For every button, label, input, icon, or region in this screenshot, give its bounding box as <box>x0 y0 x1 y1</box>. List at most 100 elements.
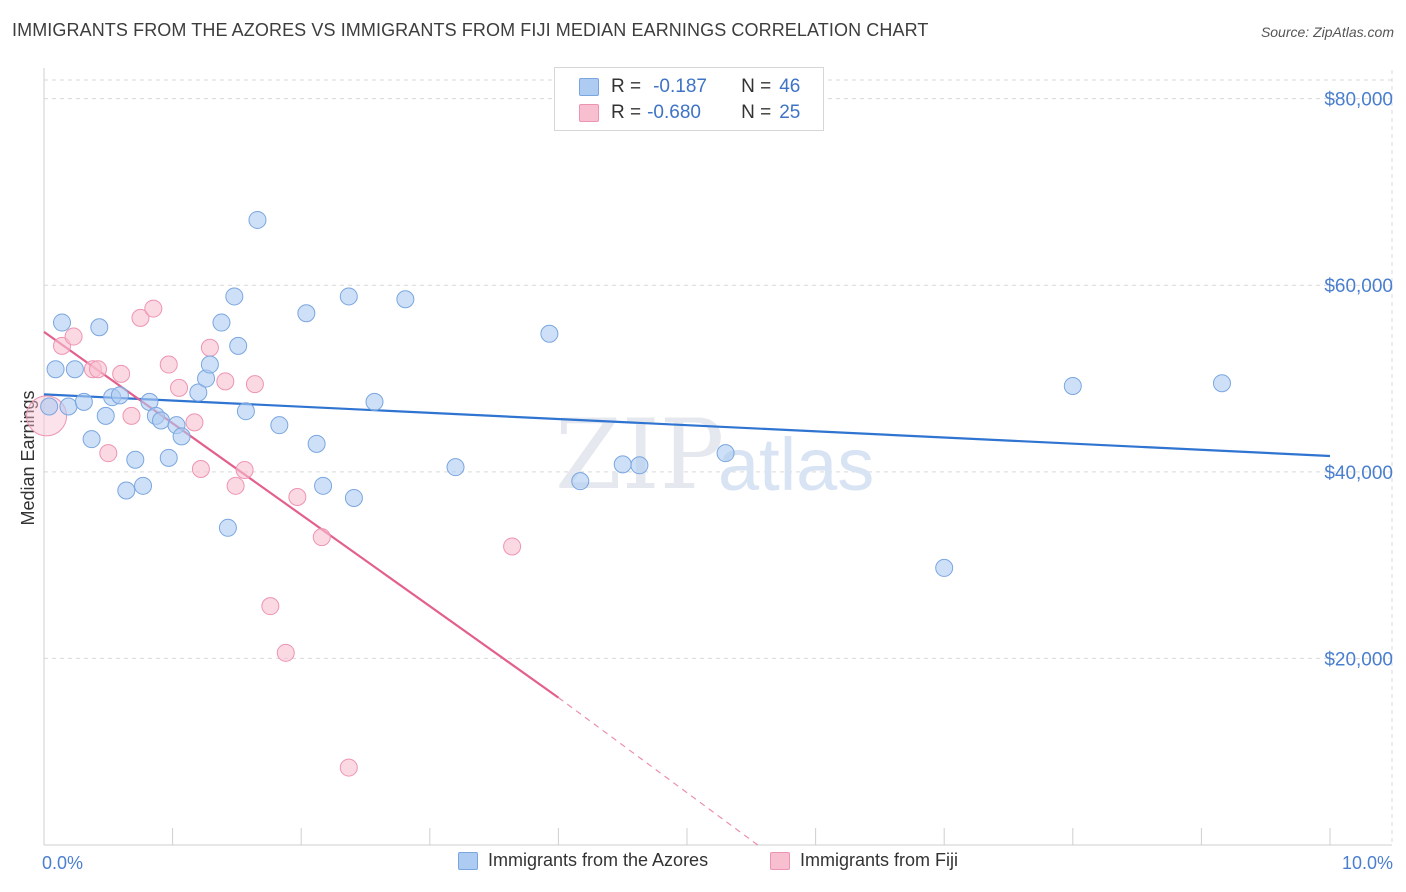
azores-point <box>200 355 219 374</box>
fiji-trend-line-extrapolated <box>558 697 759 846</box>
fiji-point <box>131 308 150 327</box>
azores-point <box>229 336 248 355</box>
fiji-r-label: R = <box>611 102 642 123</box>
azores-point <box>339 287 358 306</box>
legend-item-azores[interactable]: Immigrants from the Azores <box>458 850 708 871</box>
stats-box: R = -0.187 N = 46 R = -0.680 N = 25 <box>554 67 824 131</box>
fiji-point <box>503 537 522 556</box>
axes <box>43 68 1392 846</box>
azores-point <box>82 430 101 449</box>
x-tick-label-min: 0.0% <box>42 853 83 873</box>
azores-point <box>225 287 244 306</box>
azores-point <box>46 360 65 379</box>
stats-row-azores: R = -0.187 N = 46 <box>579 74 800 100</box>
legend: Immigrants from the Azores Immigrants fr… <box>0 850 1406 878</box>
legend-fiji-swatch <box>770 851 790 870</box>
azores-point <box>74 392 93 411</box>
fiji-point <box>159 355 178 374</box>
source-credit: Source: ZipAtlas.com <box>1260 24 1394 40</box>
fiji-point <box>89 360 108 379</box>
azores-point <box>96 406 115 425</box>
azores-point <box>212 313 231 332</box>
chart-title: IMMIGRANTS FROM THE AZORES VS IMMIGRANTS… <box>12 20 929 40</box>
azores-point <box>110 386 129 405</box>
azores-trend-line <box>43 393 1331 458</box>
azores-point <box>65 360 84 379</box>
y-tick-label: $20,000 <box>1324 649 1393 670</box>
grid-lines <box>44 70 1393 845</box>
azores-point <box>613 455 632 474</box>
fiji-trend-line <box>43 330 560 699</box>
azores-point <box>152 411 171 430</box>
azores-point <box>236 402 255 421</box>
azores-point <box>134 476 153 495</box>
azores-point <box>446 458 465 477</box>
azores-point <box>716 444 735 463</box>
azores-point <box>90 318 109 337</box>
fiji-n-value: 25 <box>779 102 801 123</box>
x-tick-label-max: 10.0% <box>1342 853 1393 873</box>
fiji-point <box>235 460 254 479</box>
fiji-n-label: N = <box>741 102 772 123</box>
y-tick-label: $60,000 <box>1324 276 1393 297</box>
fiji-point <box>170 378 189 397</box>
fiji-point <box>276 643 295 662</box>
fiji-point <box>339 758 358 777</box>
azores-r-value: -0.187 <box>653 76 707 97</box>
azores-r-label: R = <box>611 76 642 97</box>
azores-point <box>307 434 326 453</box>
azores-point <box>1212 374 1231 393</box>
y-axis-label: Median Earnings <box>18 390 38 525</box>
legend-azores-label: Immigrants from the Azores <box>488 850 709 870</box>
azores-point <box>172 427 191 446</box>
azores-point <box>314 476 333 495</box>
azores-point <box>270 416 289 435</box>
fiji-points <box>26 299 522 777</box>
fiji-point <box>200 338 219 357</box>
azores-point <box>248 210 267 229</box>
fiji-point <box>261 597 280 616</box>
fiji-point <box>112 364 131 383</box>
azores-point <box>571 472 590 491</box>
fiji-point <box>64 327 83 346</box>
fiji-point <box>144 299 163 318</box>
azores-point <box>365 392 384 411</box>
azores-point <box>630 456 649 475</box>
azores-n-label: N = <box>741 76 772 97</box>
azores-point <box>297 304 316 323</box>
legend-item-fiji[interactable]: Immigrants from Fiji <box>770 850 958 871</box>
azores-point <box>59 397 78 416</box>
y-tick-labels: $20,000 $40,000 $60,000 $80,000 <box>1324 90 1393 671</box>
azores-point <box>935 558 954 577</box>
azores-point <box>396 290 415 309</box>
fiji-point <box>312 528 331 547</box>
legend-fiji-label: Immigrants from Fiji <box>800 850 959 870</box>
fiji-point <box>288 488 307 507</box>
azores-n-value: 46 <box>779 76 801 97</box>
fiji-point <box>122 406 141 425</box>
azores-swatch <box>579 78 599 96</box>
watermark-atlas: atlas <box>718 423 874 506</box>
x-tick-labels: 0.0% 10.0% <box>42 853 1393 873</box>
legend-azores-swatch <box>458 851 478 870</box>
fiji-r-value: -0.680 <box>647 102 701 123</box>
azores-point <box>117 481 136 500</box>
azores-point <box>53 313 72 332</box>
azores-point <box>344 488 363 507</box>
fiji-point <box>191 460 210 479</box>
azores-point <box>1063 377 1082 395</box>
azores-point <box>540 324 559 343</box>
azores-point <box>218 518 237 537</box>
fiji-point <box>245 375 264 394</box>
azores-points <box>40 210 1231 577</box>
azores-point <box>189 383 208 402</box>
azores-point <box>159 448 178 467</box>
watermark-zip: ZIP <box>555 399 724 511</box>
fiji-point <box>185 413 204 432</box>
fiji-point <box>226 476 245 495</box>
fiji-point <box>99 444 118 463</box>
azores-point <box>40 397 59 416</box>
y-tick-label: $40,000 <box>1324 463 1393 484</box>
fiji-point <box>216 372 235 391</box>
